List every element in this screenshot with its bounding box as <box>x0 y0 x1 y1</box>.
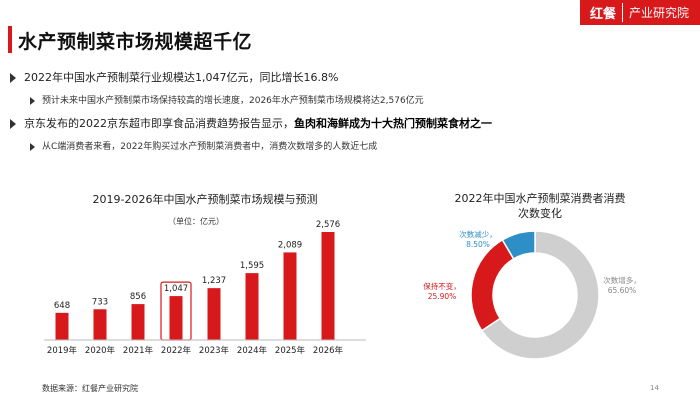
bullet-2-text: 京东发布的2022京东超市即享食品消费趋势报告显示， <box>24 117 294 130</box>
x-tick-label: 2020年 <box>85 345 116 356</box>
bullet-1-sub-text: 预计未来中国水产预制菜市场保持较高的增长速度，2026年水产预制菜市场规模将达2… <box>42 96 424 106</box>
bar <box>283 252 297 340</box>
donut-value-label: 65.60% <box>608 286 637 295</box>
bullet-1: 2022年中国水产预制菜行业规模达1,047亿元，同比增长16.8% <box>10 66 690 90</box>
bullet-arrow-icon <box>10 73 16 83</box>
bar-value-label: 1,047 <box>164 284 188 294</box>
bullet-2: 京东发布的2022京东超市即享食品消费趋势报告显示， 鱼肉和海鲜成为十大热门预制菜… <box>10 112 690 136</box>
data-source: 数据来源：红餐产业研究院 <box>42 384 138 393</box>
donut-value-label: 8.50% <box>466 240 490 249</box>
page-number: 14 <box>650 384 659 392</box>
donut-slice <box>480 230 600 360</box>
donut-category-label: 次数减少， <box>459 229 497 239</box>
bullet-1-sub: 预计未来中国水产预制菜市场保持较高的增长速度，2026年水产预制菜市场规模将达2… <box>10 90 690 112</box>
bar-value-label: 2,576 <box>316 220 340 230</box>
bullet-2-sub-text: 从C端消费者来看，2022年购买过水产预制菜消费者中，消费次数增多的人数近七成 <box>42 142 378 152</box>
logo-brand: 红餐 <box>580 3 624 22</box>
brand-logo: 红餐 产业研究院 <box>580 0 700 25</box>
bar-value-label: 1,237 <box>202 276 226 286</box>
bar-value-label: 856 <box>130 292 146 302</box>
donut-title-line2: 次数变化 <box>518 207 562 220</box>
bar <box>93 309 107 340</box>
x-tick-label: 2025年 <box>275 345 306 356</box>
bar <box>245 273 259 340</box>
bar-value-label: 648 <box>54 301 70 311</box>
donut-chart-title: 2022年中国水产预制菜消费者消费 次数变化 <box>420 191 660 221</box>
page-title: 水产预制菜市场规模超千亿 <box>18 31 253 53</box>
x-tick-label: 2024年 <box>237 345 268 356</box>
bar-value-label: 733 <box>92 297 108 307</box>
bullet-section: 2022年中国水产预制菜行业规模达1,047亿元，同比增长16.8% 预计未来中… <box>10 66 690 158</box>
donut-value-label: 25.90% <box>428 292 457 301</box>
x-tick-label: 2019年 <box>47 345 78 356</box>
logo-text: 产业研究院 <box>629 6 690 20</box>
bullet-arrow-icon <box>10 119 16 129</box>
donut-slice <box>501 230 536 260</box>
bullet-arrow-icon <box>30 97 35 105</box>
bar-value-label: 2,089 <box>278 240 302 250</box>
bar <box>169 296 183 340</box>
bar-value-label: 1,595 <box>240 261 264 271</box>
bullet-2-bold: 鱼肉和海鲜成为十大热门预制菜食材之一 <box>294 117 492 130</box>
bar-chart-title: 2019-2026年中国水产预制菜市场规模与预测 <box>92 193 318 206</box>
donut-category-label: 保持不变， <box>423 281 461 291</box>
bar-chart: 648 2019年 733 2020年 856 2021年 1,047 2022年 1,237 2… <box>44 220 366 356</box>
donut-chart: 次数增多，65.60% 保持不变，25.90% 次数减少，8.50% <box>423 229 641 360</box>
x-tick-label: 2026年 <box>313 345 344 356</box>
bar <box>55 312 69 340</box>
donut-category-label: 次数增多， <box>603 275 641 285</box>
x-tick-label: 2021年 <box>123 345 154 356</box>
donut-slice <box>470 238 515 332</box>
title-accent-bar <box>8 26 12 53</box>
bullet-2-sub: 从C端消费者来看，2022年购买过水产预制菜消费者中，消费次数增多的人数近七成 <box>10 136 690 158</box>
donut-title-line1: 2022年中国水产预制菜消费者消费 <box>454 192 626 205</box>
bar <box>207 288 221 340</box>
x-tick-label: 2022年 <box>161 345 192 356</box>
x-tick-label: 2023年 <box>199 345 230 356</box>
bar <box>131 304 145 340</box>
bar <box>321 232 335 340</box>
bullet-1-text: 2022年中国水产预制菜行业规模达1,047亿元，同比增长16.8% <box>24 71 339 84</box>
bar-chart-unit: （单位：亿元） <box>168 217 224 226</box>
bullet-arrow-icon <box>30 143 35 151</box>
